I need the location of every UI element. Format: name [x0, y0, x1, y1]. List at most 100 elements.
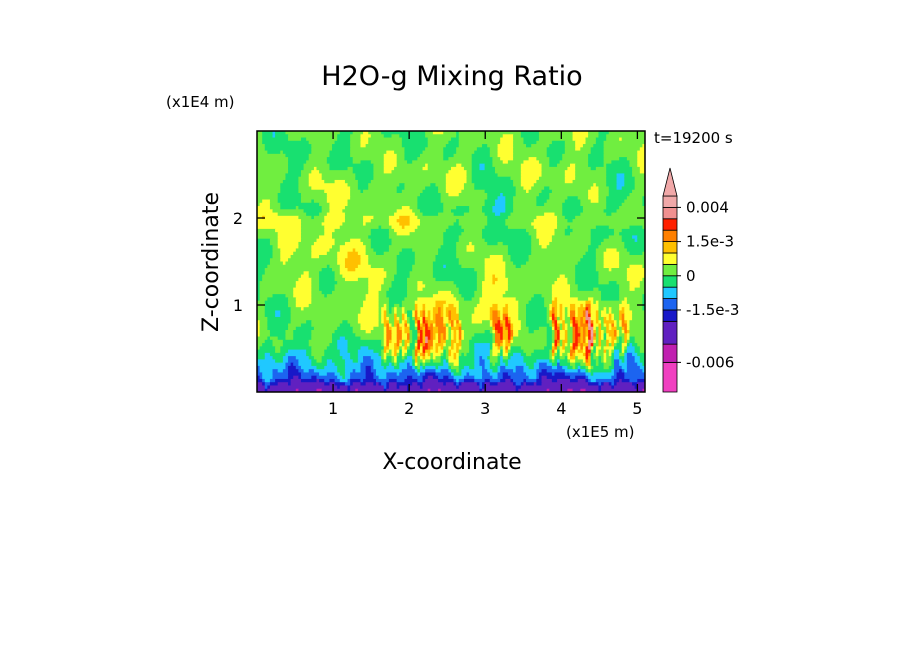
contour-cell: [611, 356, 615, 360]
contour-cell: [277, 196, 302, 201]
contour-cell: [412, 356, 416, 360]
contour-cell: [567, 323, 571, 328]
contour-cell: [360, 258, 369, 263]
contour-cell: [409, 326, 416, 331]
contour-cell: [383, 388, 387, 392]
contour-cell: [536, 228, 556, 233]
contour-cell: [572, 339, 576, 344]
contour-cell: [567, 277, 576, 282]
contour-cell: [290, 362, 294, 367]
contour-cell: [492, 336, 496, 341]
contour-cell: [507, 356, 512, 360]
contour-cell: [435, 323, 444, 328]
contour-cell: [624, 346, 628, 351]
contour-cell: [419, 352, 424, 357]
contour-cell: [425, 378, 439, 383]
contour-cell: [489, 147, 499, 152]
contour-cell: [422, 336, 426, 341]
contour-cell: [564, 369, 579, 374]
contour-cell: [394, 323, 398, 328]
contour-cell: [290, 310, 362, 315]
contour-cell: [352, 157, 385, 161]
contour-cell: [502, 254, 512, 259]
contour-cell: [456, 333, 460, 338]
contour-cell: [257, 225, 302, 230]
contour-cell: [585, 375, 589, 380]
contour-cell: [321, 388, 349, 392]
contour-cell: [489, 254, 504, 259]
contour-cell: [334, 362, 346, 367]
contour-cell: [334, 287, 369, 292]
contour-cell: [588, 369, 592, 374]
contour-cell: [259, 375, 263, 380]
contour-cell: [526, 320, 548, 325]
contour-cell: [463, 330, 486, 334]
contour-cell: [461, 343, 470, 347]
contour-cell: [632, 173, 645, 178]
contour-cell: [262, 199, 271, 204]
contour-cell: [479, 166, 486, 171]
contour-cell: [321, 268, 333, 272]
contour-cell: [482, 388, 517, 392]
contour-cell: [580, 202, 607, 207]
contour-cell: [603, 320, 615, 325]
contour-cell: [282, 261, 287, 266]
contour-cell: [637, 235, 645, 240]
contour-cell: [601, 320, 605, 325]
contour-cell: [381, 339, 385, 344]
contour-cell: [469, 339, 493, 344]
contour-cell: [642, 277, 645, 282]
contour-cell: [626, 369, 644, 374]
contour-cell: [365, 222, 390, 227]
contour-cell: [531, 352, 550, 357]
contour-cell: [453, 352, 457, 357]
contour-cell: [569, 290, 602, 295]
contour-cell: [417, 215, 488, 220]
contour-cell: [456, 382, 460, 387]
contour-cell: [505, 290, 553, 295]
contour-cell: [344, 336, 362, 341]
contour-cell: [564, 307, 568, 312]
contour-cell: [288, 170, 302, 175]
contour-cell: [474, 307, 491, 312]
contour-cell: [456, 349, 460, 354]
contour-cell: [551, 284, 571, 289]
contour-cell: [551, 356, 556, 360]
contour-cell: [443, 359, 447, 364]
contour-cell: [456, 320, 460, 325]
contour-cell: [453, 362, 460, 367]
contour-cell: [456, 219, 460, 223]
contour-cell: [272, 339, 284, 344]
contour-cell: [551, 238, 592, 243]
contour-cell: [432, 274, 478, 279]
contour-cell: [316, 375, 338, 380]
contour-cell: [378, 294, 387, 298]
contour-cell: [262, 274, 302, 279]
contour-cell: [582, 209, 605, 214]
contour-cell: [593, 300, 597, 305]
contour-cell: [407, 349, 413, 354]
contour-cell: [298, 245, 312, 250]
contour-cell: [613, 339, 618, 344]
contour-cell: [598, 349, 605, 354]
contour-cell: [396, 160, 408, 165]
contour-cell: [590, 362, 597, 367]
contour-cell: [502, 258, 512, 263]
contour-cell: [469, 343, 475, 347]
contour-cell: [432, 316, 437, 321]
contour-cell: [624, 330, 628, 334]
contour-cell: [629, 326, 645, 331]
contour-cell: [422, 365, 426, 370]
contour-cell: [370, 219, 390, 223]
contour-cell: [324, 294, 328, 298]
contour-cell: [598, 356, 602, 360]
contour-cell: [559, 333, 566, 338]
contour-cell: [451, 209, 470, 214]
contour-cell: [394, 343, 398, 347]
contour-cell: [282, 150, 312, 155]
contour-cell: [559, 303, 563, 308]
contour-cell: [293, 251, 312, 256]
contour-cell: [456, 251, 509, 256]
contour-cell: [337, 369, 346, 374]
contour-cell: [257, 356, 266, 360]
